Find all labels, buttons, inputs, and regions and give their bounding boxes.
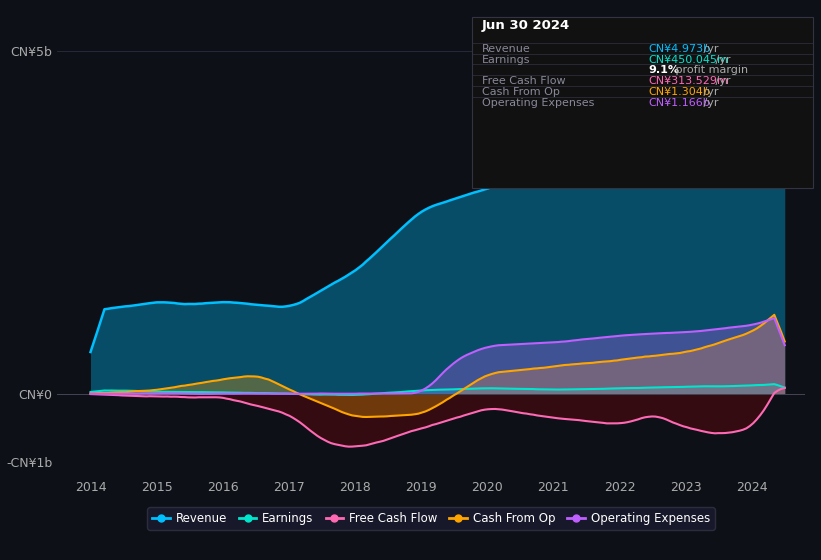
Text: Cash From Op: Cash From Op: [482, 87, 560, 97]
Text: Earnings: Earnings: [482, 55, 530, 66]
Text: 9.1%: 9.1%: [649, 65, 680, 75]
Legend: Revenue, Earnings, Free Cash Flow, Cash From Op, Operating Expenses: Revenue, Earnings, Free Cash Flow, Cash …: [147, 507, 715, 530]
Text: profit margin: profit margin: [672, 65, 748, 75]
Text: /yr: /yr: [712, 76, 731, 86]
Text: CN¥4.973b: CN¥4.973b: [649, 44, 711, 54]
Text: CN¥313.529m: CN¥313.529m: [649, 76, 728, 86]
Text: /yr: /yr: [700, 44, 719, 54]
Text: CN¥1.166b: CN¥1.166b: [649, 99, 710, 109]
Text: /yr: /yr: [700, 87, 719, 97]
Text: Revenue: Revenue: [482, 44, 530, 54]
Text: /yr: /yr: [700, 99, 719, 109]
Text: /yr: /yr: [712, 55, 731, 66]
Text: Operating Expenses: Operating Expenses: [482, 99, 594, 109]
Text: CN¥1.304b: CN¥1.304b: [649, 87, 710, 97]
Text: CN¥450.045m: CN¥450.045m: [649, 55, 728, 66]
Text: Jun 30 2024: Jun 30 2024: [482, 19, 570, 32]
Text: Free Cash Flow: Free Cash Flow: [482, 76, 566, 86]
